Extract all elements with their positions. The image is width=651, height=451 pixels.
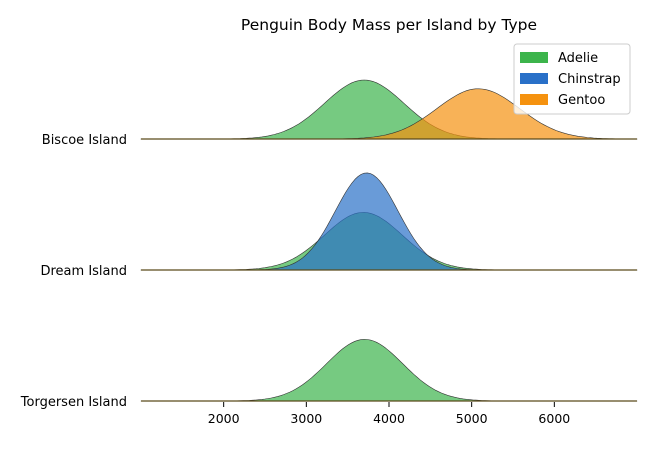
x-tick-label: 4000 xyxy=(373,411,405,426)
x-tick-label: 3000 xyxy=(290,411,322,426)
legend-label-gentoo: Gentoo xyxy=(558,93,605,108)
row-labels: Biscoe Island Dream Island Torgersen Islan… xyxy=(20,133,127,410)
legend-swatch-adelie xyxy=(520,52,548,63)
row-label-torgersen-island: Torgersen Island xyxy=(20,395,127,410)
x-axis: 2000 3000 4000 5000 6000 xyxy=(208,402,570,426)
x-tick-label: 6000 xyxy=(538,411,570,426)
legend-label-adelie: Adelie xyxy=(558,51,598,66)
chart-title: Penguin Body Mass per Island by Type xyxy=(241,16,537,34)
x-tick-label: 5000 xyxy=(456,411,488,426)
row-label-dream-island: Dream Island xyxy=(40,264,127,279)
ridges-layer xyxy=(140,79,638,402)
x-tick-label: 2000 xyxy=(208,411,240,426)
row-label-biscoe-island: Biscoe Island xyxy=(42,133,127,148)
ridge-chinstrap-dream-island xyxy=(140,172,638,271)
ridge-adelie-torgersen-island xyxy=(140,339,638,402)
legend-swatch-chinstrap xyxy=(520,73,548,84)
legend-swatch-gentoo xyxy=(520,94,548,105)
legend: Adelie Chinstrap Gentoo xyxy=(513,43,631,115)
legend-label-chinstrap: Chinstrap xyxy=(558,72,621,87)
